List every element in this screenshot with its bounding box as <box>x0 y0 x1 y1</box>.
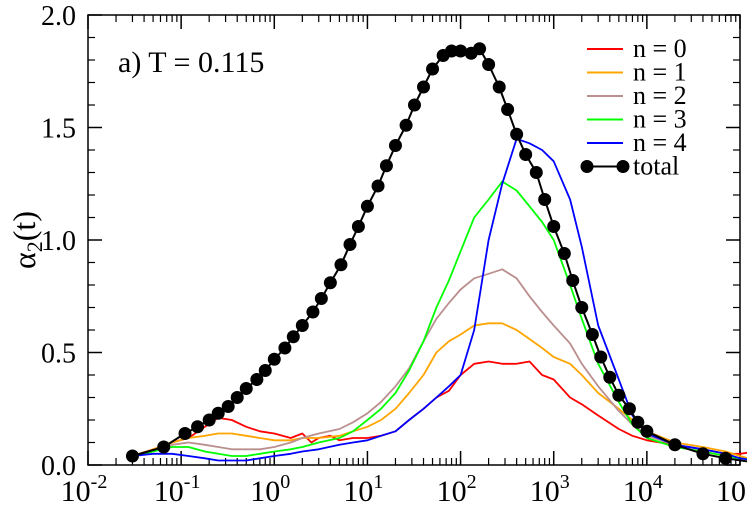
data-point-total <box>202 413 216 427</box>
data-point-total <box>379 159 393 173</box>
data-point-total <box>388 139 402 152</box>
data-point-total <box>306 305 320 319</box>
data-point-total <box>399 118 413 132</box>
y-tick-label: 0.5 <box>41 339 76 370</box>
data-point-total <box>482 58 496 71</box>
legend-label-3: n = 3 <box>633 105 687 134</box>
x-tick-label: 100 <box>250 471 290 508</box>
data-point-total <box>221 400 235 413</box>
x-tick-label: 10-2 <box>61 471 108 508</box>
data-point-total <box>603 370 617 384</box>
data-point-total <box>622 402 636 416</box>
data-point-total <box>360 199 374 213</box>
data-point-total <box>267 352 281 366</box>
legend-marker <box>580 160 594 173</box>
data-point-total <box>191 420 205 434</box>
y-tick-label: 2.0 <box>41 1 76 32</box>
panel-label: a) T = 0.115 <box>118 46 264 79</box>
y-axis-label: α2(t) <box>6 211 47 269</box>
data-point-total <box>314 292 328 305</box>
data-point-total <box>239 382 253 395</box>
data-point-total <box>371 179 385 193</box>
y-tick-label: 1.0 <box>41 226 76 257</box>
data-point-total <box>417 80 431 94</box>
x-tick-label: 104 <box>623 471 663 508</box>
data-point-total <box>125 449 139 463</box>
data-point-total <box>510 127 524 141</box>
data-point-total <box>566 274 580 287</box>
legend-marker <box>616 160 630 173</box>
data-point-total <box>529 166 543 179</box>
data-point-total <box>157 440 171 454</box>
data-point-total <box>473 42 487 56</box>
data-point-total <box>668 438 682 452</box>
axis-tick-labels: 10-2 10-1 100 101 102 103 104 105 0.0 0.5 1.0 1.5 2.… <box>41 1 747 508</box>
data-point-total <box>323 276 337 290</box>
legend-label-4: n = 4 <box>633 128 687 157</box>
data-point-total <box>585 328 599 341</box>
y-tick-label: 0.0 <box>41 451 76 482</box>
data-point-total <box>258 364 272 377</box>
data-point-total <box>407 98 421 112</box>
data-point-total <box>250 373 264 386</box>
data-point-total <box>640 424 654 438</box>
data-point-total <box>454 44 468 58</box>
legend-label-2: n = 2 <box>633 81 687 110</box>
data-point-total <box>351 220 365 233</box>
data-point-total <box>178 427 192 440</box>
data-point-total <box>612 388 626 402</box>
data-point-total <box>278 341 292 355</box>
data-point-total <box>575 301 589 314</box>
axis-ticks <box>87 14 741 466</box>
data-point-total <box>286 330 300 344</box>
data-point-total <box>696 447 710 461</box>
legend-label-0: n = 0 <box>633 34 687 63</box>
data-point-total <box>295 319 309 332</box>
data-point-total <box>334 258 348 272</box>
data-point-total <box>719 451 733 465</box>
data-point-total <box>343 238 357 251</box>
series-markers <box>125 42 733 465</box>
data-point-total <box>547 220 561 233</box>
x-tick-label: 105 <box>716 471 747 508</box>
data-point-total <box>631 415 645 429</box>
x-tick-label: 101 <box>343 471 383 508</box>
x-tick-label: 102 <box>437 471 477 508</box>
x-tick-label: 10-1 <box>154 471 201 508</box>
y-tick-label: 1.5 <box>41 114 76 145</box>
series-line-2 <box>132 268 747 461</box>
data-point-total <box>492 80 506 94</box>
data-point-total <box>519 148 533 161</box>
data-point-total <box>594 350 608 364</box>
x-tick-label: 103 <box>530 471 570 508</box>
legend-label-5: total <box>633 152 679 181</box>
data-point-total <box>557 247 571 260</box>
data-point-total <box>426 62 440 76</box>
legend-label-1: n = 1 <box>633 58 687 87</box>
series-line-1 <box>132 322 747 459</box>
data-point-total <box>211 406 225 420</box>
data-point-total <box>538 193 552 206</box>
data-point-total <box>445 44 459 58</box>
data-point-total <box>230 391 244 404</box>
data-point-total <box>501 103 515 116</box>
